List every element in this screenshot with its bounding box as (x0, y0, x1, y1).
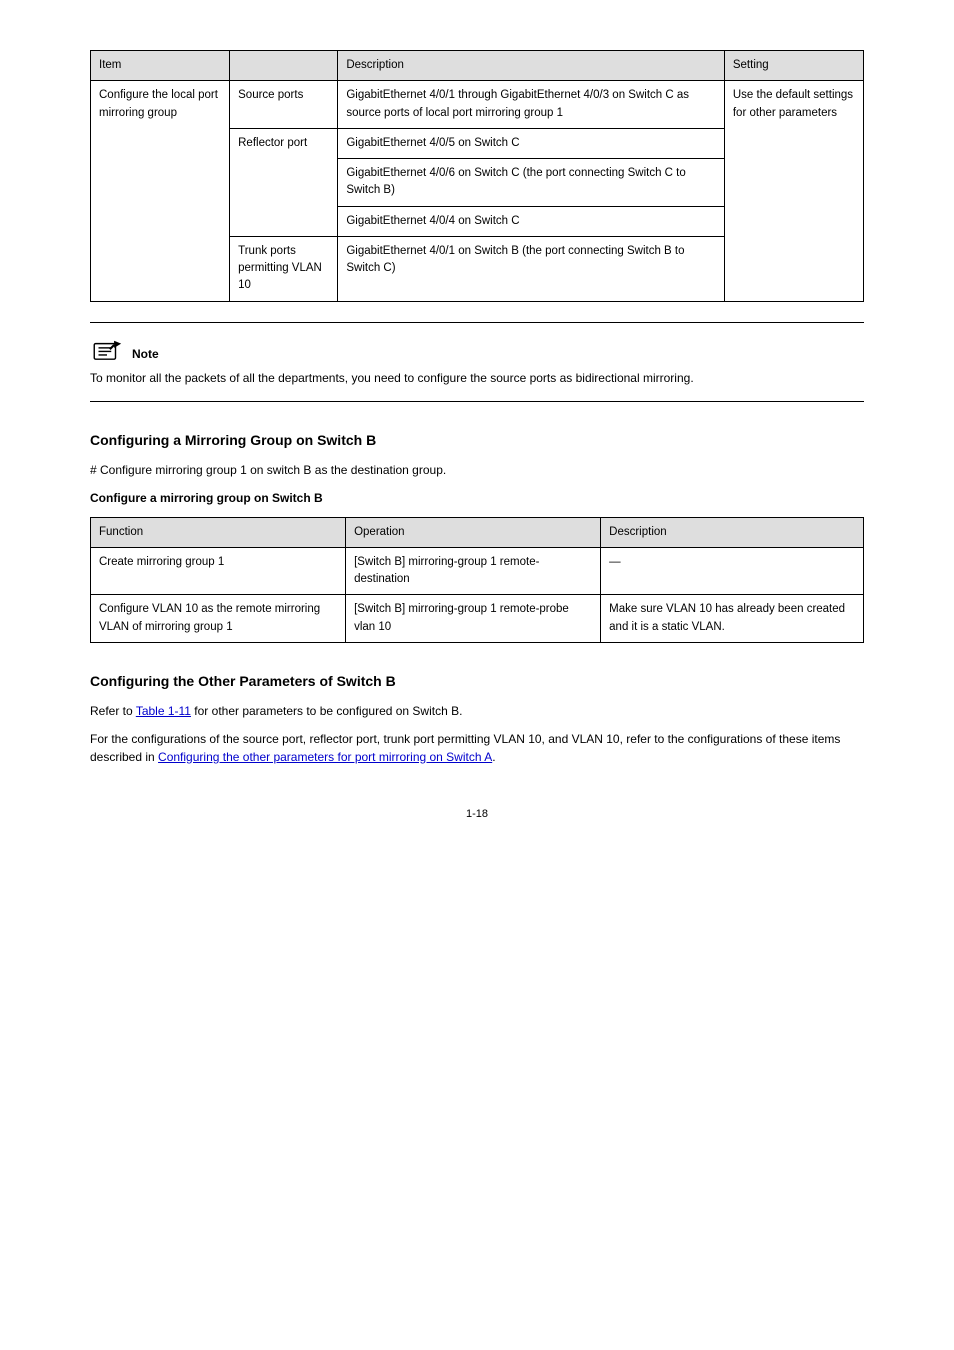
link-table-1-11[interactable]: Table 1-11 (136, 704, 191, 718)
t1-h3: Setting (724, 51, 863, 81)
note-text: To monitor all the packets of all the de… (90, 369, 864, 387)
t1-r0c3: Use the default settings for other param… (724, 81, 863, 129)
t1-r2c0 (91, 159, 230, 207)
table-row: Trunk ports permitting VLAN 10 GigabitEt… (91, 236, 864, 301)
t1-r4c3 (724, 236, 863, 301)
config-table-1: Item Description Setting Configure the l… (90, 50, 864, 302)
t1-r1c2: GigabitEthernet 4/0/5 on Switch C (338, 128, 725, 158)
t2-r0c1: [Switch B] mirroring-group 1 remote-dest… (346, 547, 601, 595)
divider (90, 322, 864, 323)
divider (90, 401, 864, 402)
t2-r1c1: [Switch B] mirroring-group 1 remote-prob… (346, 595, 601, 643)
t2-r1c0: Configure VLAN 10 as the remote mirrorin… (91, 595, 346, 643)
page-number: 1-18 (90, 806, 864, 823)
t2-h0: Function (91, 517, 346, 547)
para-1: Refer to Table 1-11 for other parameters… (90, 702, 864, 720)
table-row: Configure VLAN 10 as the remote mirrorin… (91, 595, 864, 643)
t2-h2: Description (601, 517, 864, 547)
t1-r1c1: Reflector port (230, 128, 338, 158)
table-row: Reflector port GigabitEthernet 4/0/5 on … (91, 128, 864, 158)
t1-r4c1: Trunk ports permitting VLAN 10 (230, 236, 338, 301)
config-table-2: Function Operation Description Create mi… (90, 517, 864, 643)
t1-h2: Description (338, 51, 725, 81)
para-2: For the configurations of the source por… (90, 730, 864, 766)
t1-r1c0 (91, 128, 230, 158)
t1-r2c2: GigabitEthernet 4/0/6 on Switch C (the p… (338, 159, 725, 207)
t1-r0c1: Source ports (230, 81, 338, 129)
t1-r3c2: GigabitEthernet 4/0/4 on Switch C (338, 206, 725, 236)
t1-r2c1 (230, 159, 338, 207)
t1-r3c1 (230, 206, 338, 236)
t1-r3c3 (724, 206, 863, 236)
t2-r1c2: Make sure VLAN 10 has already been creat… (601, 595, 864, 643)
table-row: Create mirroring group 1 [Switch B] mirr… (91, 547, 864, 595)
t2-r0c2: — (601, 547, 864, 595)
t1-h1 (230, 51, 338, 81)
note-icon (90, 337, 124, 363)
note-label: Note (132, 345, 159, 363)
table-row: Configure the local port mirroring group… (91, 81, 864, 129)
intro-text: # Configure mirroring group 1 on switch … (90, 461, 864, 479)
t2-r0c0: Create mirroring group 1 (91, 547, 346, 595)
section-title-2: Configuring the Other Parameters of Swit… (90, 671, 864, 692)
table-row: GigabitEthernet 4/0/6 on Switch C (the p… (91, 159, 864, 207)
t2-h1: Operation (346, 517, 601, 547)
t1-r4c2: GigabitEthernet 4/0/1 on Switch B (the p… (338, 236, 725, 301)
table-caption: Configure a mirroring group on Switch B (90, 489, 864, 507)
para1-text-a: Refer to (90, 704, 136, 718)
t1-h0: Item (91, 51, 230, 81)
table-row: GigabitEthernet 4/0/4 on Switch C (91, 206, 864, 236)
note-block: Note To monitor all the packets of all t… (90, 337, 864, 387)
t1-r0c0: Configure the local port mirroring group (91, 81, 230, 129)
t1-r0c2: GigabitEthernet 4/0/1 through GigabitEth… (338, 81, 725, 129)
t1-r3c0 (91, 206, 230, 236)
t1-r2c3 (724, 159, 863, 207)
t1-r4c0 (91, 236, 230, 301)
t1-r1c3 (724, 128, 863, 158)
section-title-1: Configuring a Mirroring Group on Switch … (90, 430, 864, 451)
link-config-other-params[interactable]: Configuring the other parameters for por… (158, 750, 492, 764)
para1-text-b: for other parameters to be configured on… (191, 704, 462, 718)
para2-text-b: . (492, 750, 495, 764)
